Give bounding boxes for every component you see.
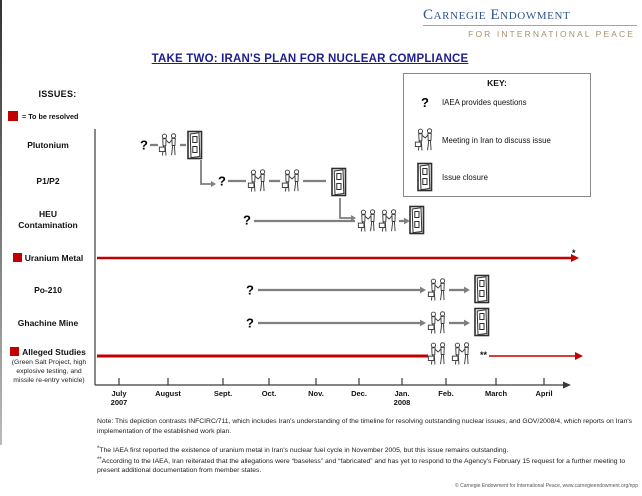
door-icon [412,162,438,192]
axis-tick-label: July 2007 [110,389,128,408]
axis-tick-label: Jan. 2008 [393,389,411,408]
issue-label: HEU Contamination [18,209,78,230]
footnote-2-text: According to the IAEA, Iran reiterated t… [97,457,626,475]
issue-label: Alleged Studies [2,347,94,358]
meeting-icon [427,278,446,302]
notes: Note: This depiction contrasts INFCIRC/7… [97,417,639,476]
meeting-icon [357,209,376,233]
page-edge-line [0,0,2,445]
issue-label: P1/P2 [36,176,60,186]
note-paragraph: Note: This depiction contrasts INFCIRC/7… [97,418,633,435]
footnote-1-text: The IAEA first reported the existence of… [99,447,509,455]
key-item-meeting: Meeting in Iran to discuss issue [412,126,551,154]
axis-tick-label: Feb. [438,389,454,398]
axis-tick-label: March [484,389,508,398]
door-icon [187,130,203,160]
axis-tick-label: August [155,389,181,398]
arrowhead [351,215,356,221]
org-tagline: FOR INTERNATIONAL PEACE [468,29,635,39]
arrowhead [404,217,410,225]
footnote-marker: ** [480,350,488,360]
to-be-resolved-square [10,347,20,356]
arrowhead [464,286,470,294]
key-box: KEY: ? IAEA provides questions Meeting i… [403,73,591,197]
issue-label: Uranium Metal [2,253,94,264]
copyright-footer: © Carnegie Endowment for International P… [455,483,638,489]
question-icon: ? [218,174,226,189]
key-item-label: Issue closure [442,172,488,182]
door-icon [409,205,425,235]
arrowhead [575,352,583,360]
header-rule [423,25,637,26]
issues-heading: ISSUES: [38,89,77,99]
meeting-icon [158,133,177,157]
meeting-icon [427,311,446,335]
meeting-icon [412,127,438,153]
issue-sublabel: (Green Salt Project, high explosive test… [11,359,87,384]
org-name: Carnegie Endowment [423,7,571,23]
axis-tick-label: Oct. [261,389,277,398]
to-be-resolved-marker [8,111,18,121]
door-icon [474,307,490,337]
footnote-2-marker: ** [97,456,102,463]
axis-tick-label: April [535,389,553,398]
meeting-icon [247,169,266,193]
question-icon: ? [246,316,254,331]
arrowhead [571,254,579,262]
to-be-resolved-square [12,253,22,262]
to-be-resolved-label: = To be resolved [22,112,79,121]
meeting-icon [281,169,300,193]
door-icon [331,167,347,197]
axis-tick-label: Dec. [351,389,367,398]
key-item-label: Meeting in Iran to discuss issue [442,135,551,145]
question-mark-icon: ? [421,94,429,110]
axis-tick-label: Nov. [308,389,324,398]
key-item-questions: ? IAEA provides questions [412,90,527,114]
arrowhead [420,286,426,294]
question-icon: ? [246,283,254,298]
question-icon: ? [140,138,148,153]
arrowhead [420,319,426,327]
key-item-label: IAEA provides questions [442,97,527,107]
elbow-connector [200,160,211,185]
footnote-1: *The IAEA first reported the existence o… [97,445,639,456]
org-header: Carnegie Endowment FOR INTERNATIONAL PEA… [423,7,637,39]
axis-tick-label: Sept. [213,389,233,398]
issue-label: Ghachine Mine [17,318,79,328]
arrowhead [563,381,571,389]
key-title: KEY: [487,78,507,88]
issue-label: Po-210 [34,285,62,295]
arrowhead [464,319,470,327]
footnote-2: **According to the IAEA, Iran reiterated… [97,456,639,476]
meeting-icon [378,209,397,233]
door-icon [474,274,490,304]
arrowhead [211,181,216,187]
elbow-connector [339,198,351,219]
footnote-1-marker: * [97,446,100,453]
question-icon: ? [243,213,251,228]
key-item-closure: Issue closure [412,162,488,192]
footnote-marker: * [572,248,576,258]
issue-label: Plutonium [27,140,69,150]
page-title: TAKE TWO: IRAN'S PLAN FOR NUCLEAR COMPLI… [151,53,469,65]
